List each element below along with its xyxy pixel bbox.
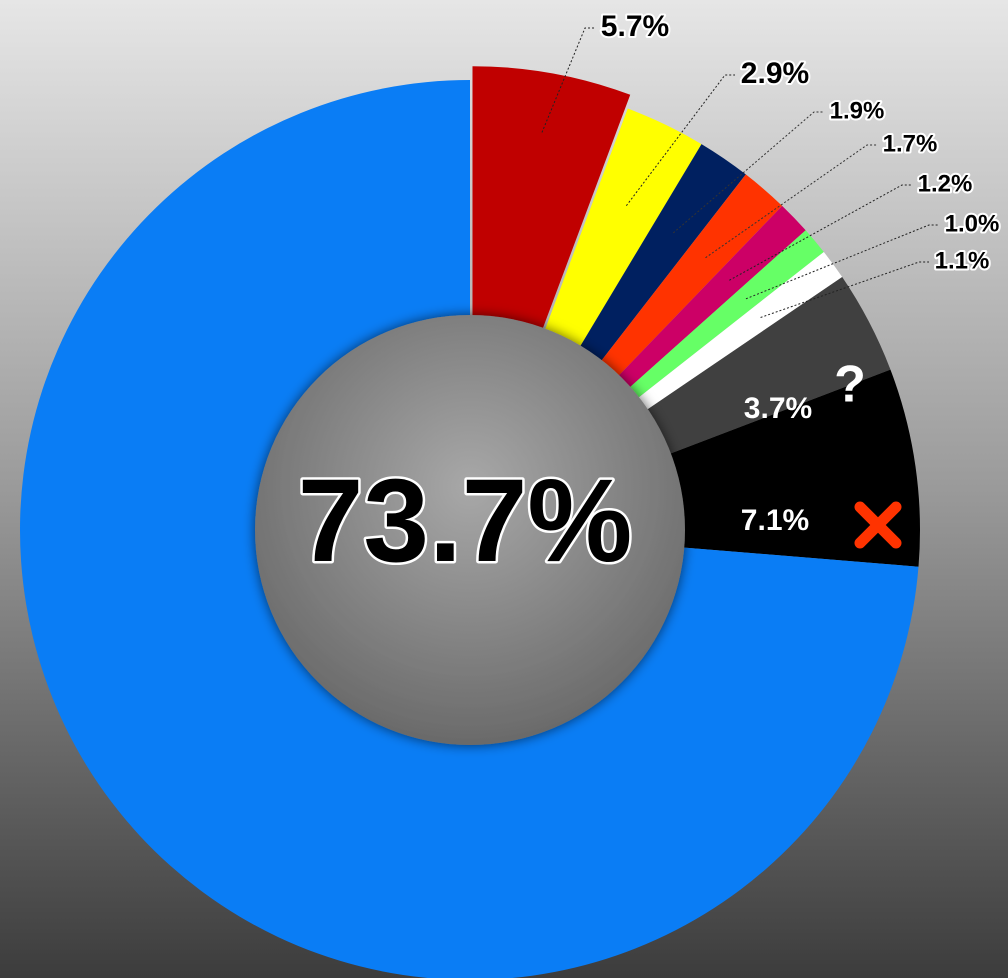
question-mark: ? [834, 356, 866, 414]
value-label: 5.7% [601, 10, 669, 43]
leader-line [541, 27, 595, 133]
leader-line [729, 184, 912, 281]
cross-icon [854, 501, 902, 549]
center-label: 73.7% [298, 455, 633, 587]
value-label: 1.2% [918, 170, 973, 197]
value-label: 1.0% [945, 210, 1000, 237]
value-label: 3.7% [744, 392, 812, 425]
value-label: 7.1% [741, 504, 809, 537]
donut-slice [540, 108, 702, 359]
donut-slice [656, 369, 921, 567]
value-label: 1.9% [830, 97, 885, 124]
donut-slice [572, 144, 746, 372]
donut-slice [635, 277, 891, 459]
donut-slice [608, 205, 806, 397]
value-label: 2.9% [741, 57, 809, 90]
leader-line [745, 224, 939, 300]
leader-line [705, 144, 877, 259]
leader-line [672, 111, 824, 234]
value-label: 1.1% [935, 247, 990, 274]
donut-hole [255, 315, 685, 745]
donut-slice [592, 174, 783, 386]
donut-slice [627, 251, 843, 418]
value-label: 1.7% [883, 130, 938, 157]
donut-slice [472, 66, 631, 329]
donut-slice [619, 230, 824, 407]
donut-slice [20, 80, 919, 978]
